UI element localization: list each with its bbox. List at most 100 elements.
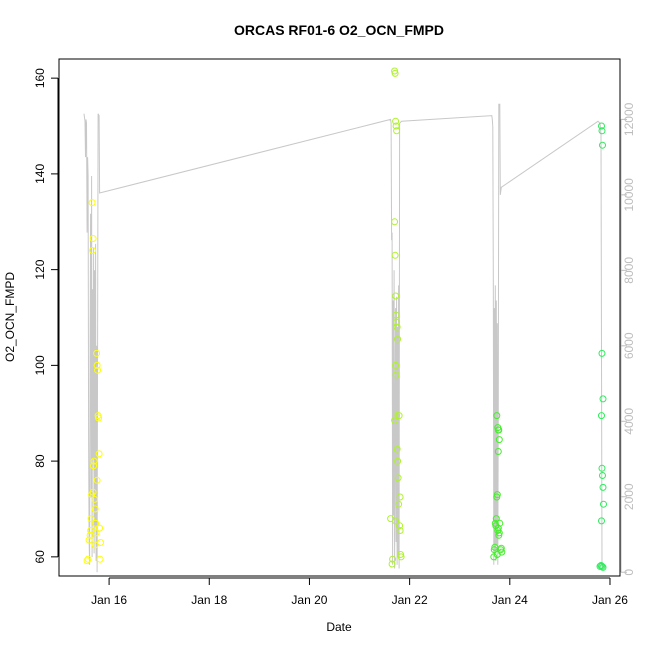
data-point: [391, 218, 399, 226]
data-point: [598, 412, 605, 420]
y2-tick-label: 0: [622, 569, 636, 576]
data-point: [95, 450, 103, 458]
data-point: [495, 529, 503, 537]
data-point: [494, 524, 502, 532]
x-tick-label: Jan 24: [492, 593, 528, 607]
data-point: [88, 199, 96, 207]
data-point: [497, 544, 505, 552]
x-tick-label: Jan 26: [592, 593, 628, 607]
y-tick-label: 60: [33, 550, 47, 564]
data-point: [93, 361, 101, 369]
data-point: [396, 527, 404, 534]
data-point: [598, 349, 606, 357]
data-point: [599, 563, 607, 571]
data-point: [394, 474, 402, 482]
chart-title: ORCAS RF01-6 O2_OCN_FMPD: [234, 22, 444, 38]
data-point: [89, 235, 97, 242]
data-point: [93, 476, 101, 484]
y-axis: 60 80 100 120 140 160: [33, 68, 59, 564]
data-point: [392, 361, 400, 369]
y2-tick-label: 8000: [622, 257, 636, 284]
y2-tick-label: 4000: [622, 408, 636, 435]
data-point: [394, 457, 402, 465]
y2-tick-label: 6000: [622, 332, 636, 359]
y2-axis: 0 2000 4000 6000 8000 10000 12000: [620, 102, 636, 576]
data-point: [492, 515, 500, 523]
x-axis-label: Date: [326, 620, 352, 634]
y-axis-label: O2_OCN_FMPD: [3, 272, 17, 362]
data-point: [599, 395, 607, 403]
data-point: [89, 247, 97, 254]
data-point: [493, 412, 501, 420]
data-point: [92, 529, 100, 537]
plot-frame: [58, 58, 621, 577]
data-point: [392, 371, 400, 379]
data-point: [388, 560, 396, 568]
data-point: [598, 517, 605, 525]
data-point: [92, 519, 100, 527]
x-tick-label: Jan 20: [291, 593, 327, 607]
data-point: [493, 491, 501, 499]
data-point: [495, 426, 503, 434]
data-point: [393, 127, 401, 135]
data-point: [85, 536, 93, 544]
altitude-layer: [83, 103, 603, 573]
data-point: [91, 505, 99, 513]
data-point: [393, 323, 401, 331]
data-point: [393, 318, 401, 326]
y2-tick-label: 10000: [622, 178, 636, 212]
data-point: [91, 541, 99, 549]
x-tick-label: Jan 18: [191, 593, 227, 607]
data-point: [94, 366, 102, 374]
data-point: [90, 462, 98, 470]
data-point: [393, 445, 401, 453]
data-point: [597, 562, 605, 569]
data-point: [598, 464, 606, 472]
y-tick-label: 120: [33, 259, 47, 279]
data-point: [496, 519, 504, 527]
data-point: [490, 553, 498, 561]
data-point: [494, 448, 502, 455]
data-point: [83, 557, 91, 565]
data-point: [491, 543, 499, 551]
data-point: [392, 117, 400, 125]
data-point: [596, 562, 604, 570]
data-point: [598, 122, 605, 130]
x-tick-label: Jan 22: [392, 593, 428, 607]
y2-tick-label: 2000: [622, 483, 636, 510]
data-point: [493, 551, 501, 558]
data-point: [599, 483, 607, 491]
data-point: [495, 436, 503, 444]
data-point: [391, 251, 399, 259]
data-point: [389, 555, 397, 563]
y-tick-label: 160: [33, 68, 47, 88]
y2-tick-label: 12000: [622, 102, 636, 136]
data-point: [392, 311, 400, 319]
data-point: [600, 500, 607, 508]
y-tick-label: 80: [33, 454, 47, 468]
data-point: [397, 553, 405, 561]
data-point: [93, 349, 101, 357]
data-point: [84, 555, 92, 563]
altitude-line: [83, 103, 603, 573]
data-point: [395, 500, 403, 508]
data-point: [96, 555, 104, 563]
data-point: [392, 517, 400, 525]
data-point: [392, 292, 400, 300]
data-point: [599, 141, 606, 149]
data-point: [396, 522, 404, 530]
data-point: [394, 335, 402, 343]
data-point: [391, 416, 399, 424]
data-point: [95, 414, 103, 422]
data-point: [396, 493, 404, 501]
data-point: [96, 524, 104, 532]
data-point: [87, 515, 95, 523]
data-point: [391, 69, 399, 77]
x-tick-label: Jan 16: [91, 593, 127, 607]
data-point: [599, 472, 606, 479]
points-layer: [83, 67, 607, 571]
data-point: [395, 412, 403, 420]
data-point: [392, 122, 400, 130]
